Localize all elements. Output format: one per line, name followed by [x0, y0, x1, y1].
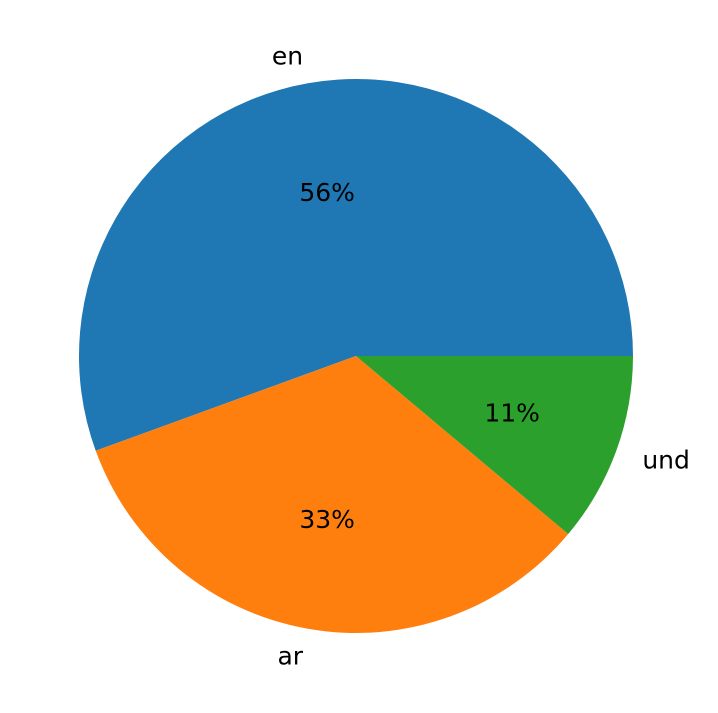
- pie-slice-en: [78, 78, 634, 451]
- slice-label-en: en: [272, 41, 303, 70]
- percent-label-und: 11%: [484, 398, 540, 427]
- slice-label-ar: ar: [277, 642, 303, 671]
- percent-label-ar: 33%: [299, 505, 355, 534]
- pie-slice-und: [356, 356, 633, 535]
- pie-slice-ar: [95, 356, 569, 633]
- slice-label-und: und: [642, 446, 690, 475]
- percent-label-en: 56%: [299, 178, 355, 207]
